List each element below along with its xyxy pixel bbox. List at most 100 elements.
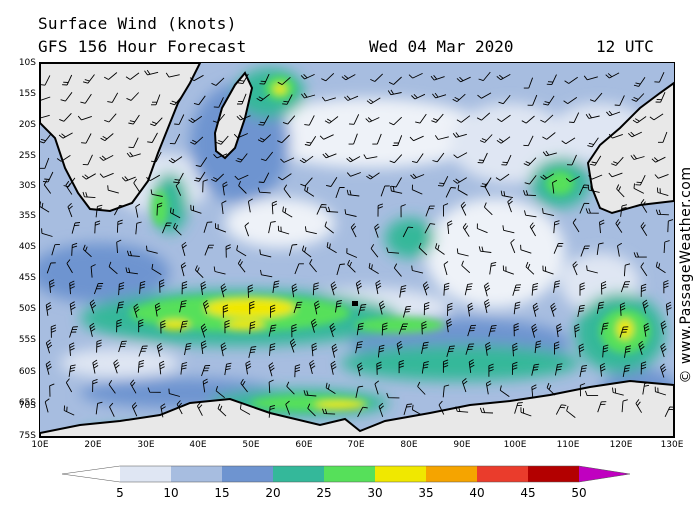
wind-barb (655, 261, 666, 274)
wind-barb (445, 187, 456, 198)
wind-barb (640, 361, 647, 375)
wind-barb (202, 300, 210, 315)
wind-barb (542, 265, 554, 275)
wind-barb (330, 281, 337, 296)
wind-barb (476, 223, 488, 234)
wind-barb (546, 382, 556, 396)
wind-barb (422, 281, 430, 296)
wind-barb (372, 133, 382, 145)
wind-barb (396, 340, 403, 355)
wind-barb (411, 153, 424, 164)
wind-barb (663, 240, 670, 254)
legend-swatch (426, 466, 477, 482)
legend-tick: 20 (265, 486, 281, 500)
wind-barb (92, 359, 99, 374)
wind-barb (311, 342, 318, 357)
wind-barb (654, 173, 669, 179)
wind-barb (446, 318, 453, 333)
wind-barb (355, 341, 363, 354)
legend-swatch (273, 466, 324, 482)
wind-barb (635, 175, 646, 186)
wind-barb (324, 116, 339, 124)
wind-barb (257, 187, 271, 194)
wind-barb (156, 342, 163, 357)
wind-barb (71, 242, 78, 256)
lon-label: 100E (503, 440, 527, 450)
lat-label: 10S (18, 58, 36, 68)
wind-barb (326, 242, 337, 254)
wind-barb (408, 72, 423, 79)
wind-barb (435, 243, 445, 255)
wind-barb (288, 244, 298, 256)
wind-barb (45, 339, 53, 354)
wind-barb (553, 220, 560, 234)
lat-label: 35S (18, 211, 36, 221)
wind-barb (400, 204, 406, 218)
wind-barb (63, 405, 75, 416)
wind-barb (377, 344, 385, 358)
wind-barb (642, 299, 649, 314)
wind-barb (430, 75, 445, 81)
wind-barb (118, 340, 127, 353)
wind-barb (321, 72, 335, 82)
wind-barb (587, 137, 599, 148)
wind-barb (467, 324, 477, 337)
wind-barb (656, 187, 669, 197)
wind-barb (294, 364, 301, 378)
wind-barb (524, 210, 537, 218)
wind-barb (216, 135, 229, 145)
wind-barb (300, 73, 315, 80)
wind-map[interactable] (39, 62, 675, 438)
wind-barb (125, 267, 138, 275)
wind-barb (489, 261, 497, 275)
wind-barb (144, 69, 159, 76)
wind-barb (103, 72, 118, 80)
wind-barb (94, 220, 101, 234)
wind-barb (89, 299, 97, 314)
wind-barb (614, 95, 625, 106)
wind-barb (277, 225, 290, 235)
wind-barb (346, 189, 360, 197)
wind-barb (655, 92, 666, 103)
wind-barb (113, 359, 120, 374)
wind-barb (630, 154, 645, 160)
wind-barb (461, 378, 468, 393)
wind-barb (154, 302, 161, 317)
wind-barb (540, 173, 555, 180)
wind-barb (133, 303, 140, 318)
wind-barb (293, 301, 303, 314)
wind-barb (325, 382, 336, 394)
lat-label: 40S (18, 242, 36, 252)
lat-label: 30S (18, 181, 36, 191)
wind-barb (347, 259, 356, 273)
wind-barb (599, 363, 606, 377)
wind-barb (310, 318, 318, 333)
legend-swatch (324, 466, 375, 482)
wind-barb (346, 156, 361, 163)
wind-barb (640, 222, 648, 236)
wind-barb (399, 285, 407, 298)
wind-barb (590, 155, 602, 166)
wind-barb (479, 407, 494, 414)
wind-barb (510, 238, 516, 254)
wind-barb (531, 384, 537, 398)
legend-tick: 45 (520, 486, 536, 500)
wind-barb (256, 93, 270, 102)
wind-barb (260, 269, 273, 278)
wind-barb (389, 116, 403, 126)
wind-barb (606, 110, 621, 117)
legend-tick: 5 (116, 486, 124, 500)
wind-barb (114, 204, 125, 216)
wind-barb (236, 114, 251, 121)
wind-barb (200, 340, 207, 355)
wind-barb (500, 190, 513, 199)
wind-barb (540, 114, 554, 123)
wind-barb (188, 115, 203, 123)
wind-barb (194, 171, 206, 182)
wind-barb (82, 154, 93, 166)
wind-barb (304, 115, 315, 126)
wind-barb (357, 362, 364, 377)
wind-barb (269, 343, 276, 356)
wind-barb (109, 402, 115, 417)
wind-barb (81, 133, 92, 144)
